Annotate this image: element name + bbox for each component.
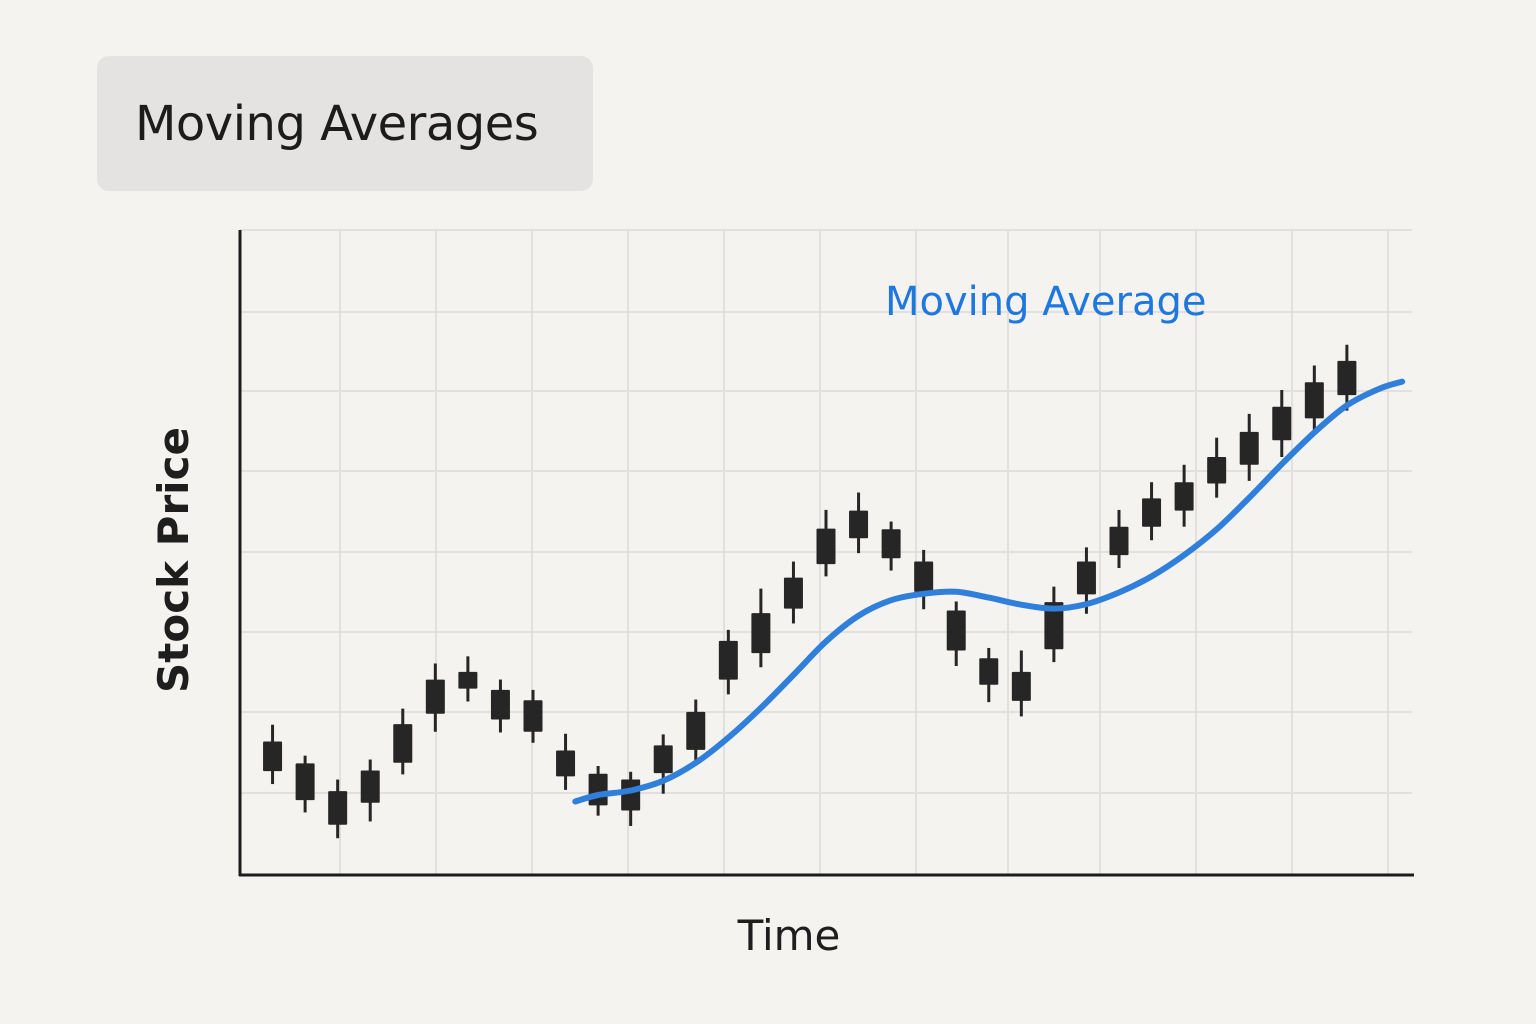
candle-body [263, 741, 283, 772]
candle-body [718, 640, 738, 680]
candle-body [1109, 526, 1129, 556]
candle [816, 509, 836, 577]
candle [849, 492, 869, 554]
candle-body [914, 561, 934, 592]
candle [718, 629, 738, 695]
candle [523, 689, 543, 743]
candle-body [328, 791, 348, 825]
candle-body [653, 745, 673, 774]
candle-body [1011, 671, 1031, 701]
candle [1109, 509, 1129, 568]
candle [1304, 365, 1324, 434]
candle-body [816, 528, 836, 565]
candle [458, 656, 478, 702]
candle-body [425, 679, 445, 714]
candles [263, 344, 1357, 839]
candle-body [621, 779, 641, 811]
candle [490, 679, 510, 733]
chart-title: Moving Averages [135, 95, 539, 152]
candle-body [946, 610, 966, 651]
candle [1174, 464, 1194, 527]
candle [263, 724, 283, 785]
candle-body [686, 711, 706, 750]
candle-body [556, 750, 576, 777]
candle [588, 765, 608, 816]
candle [556, 733, 576, 790]
candle [425, 663, 445, 732]
candle [295, 755, 315, 813]
candle [1142, 482, 1162, 541]
candle-body [360, 770, 380, 803]
candle-body [295, 763, 315, 801]
candle-body [1174, 482, 1194, 511]
candle-body [1207, 457, 1227, 484]
candle-body [1044, 602, 1064, 650]
candle [1011, 650, 1031, 717]
candle-body [783, 577, 803, 609]
candle [914, 549, 934, 610]
candle [360, 759, 380, 822]
candle [881, 521, 901, 571]
moving-average-label: Moving Average [885, 279, 1206, 325]
candle-body [881, 529, 901, 559]
candle [686, 699, 706, 761]
candle-body [1272, 406, 1292, 441]
candle [946, 601, 966, 667]
candle-body [523, 700, 543, 732]
candle [1239, 413, 1259, 481]
candle-body [751, 613, 771, 654]
candle-body [588, 773, 608, 806]
candle-body [490, 689, 510, 720]
candle [783, 561, 803, 624]
y-axis-label: Stock Price [149, 427, 198, 693]
candle [621, 771, 641, 826]
candle-body [849, 510, 869, 539]
candle [979, 647, 999, 703]
candle-body [1239, 431, 1259, 465]
candle-body [1142, 498, 1162, 527]
candle [328, 779, 348, 839]
candle-body [458, 671, 478, 689]
candle-body [1337, 360, 1357, 396]
candle [1272, 389, 1292, 458]
candle-body [1304, 382, 1324, 419]
x-axis-label: Time [737, 911, 841, 960]
candle [1337, 344, 1357, 411]
candle-body [979, 658, 999, 685]
candle [1207, 437, 1227, 498]
moving-average-line [572, 378, 1406, 805]
chart-title-box: Moving Averages [97, 56, 593, 191]
candle-body [393, 724, 413, 763]
candle [751, 588, 771, 668]
candle [393, 708, 413, 775]
candle [1044, 586, 1064, 663]
candle-body [1076, 561, 1096, 595]
